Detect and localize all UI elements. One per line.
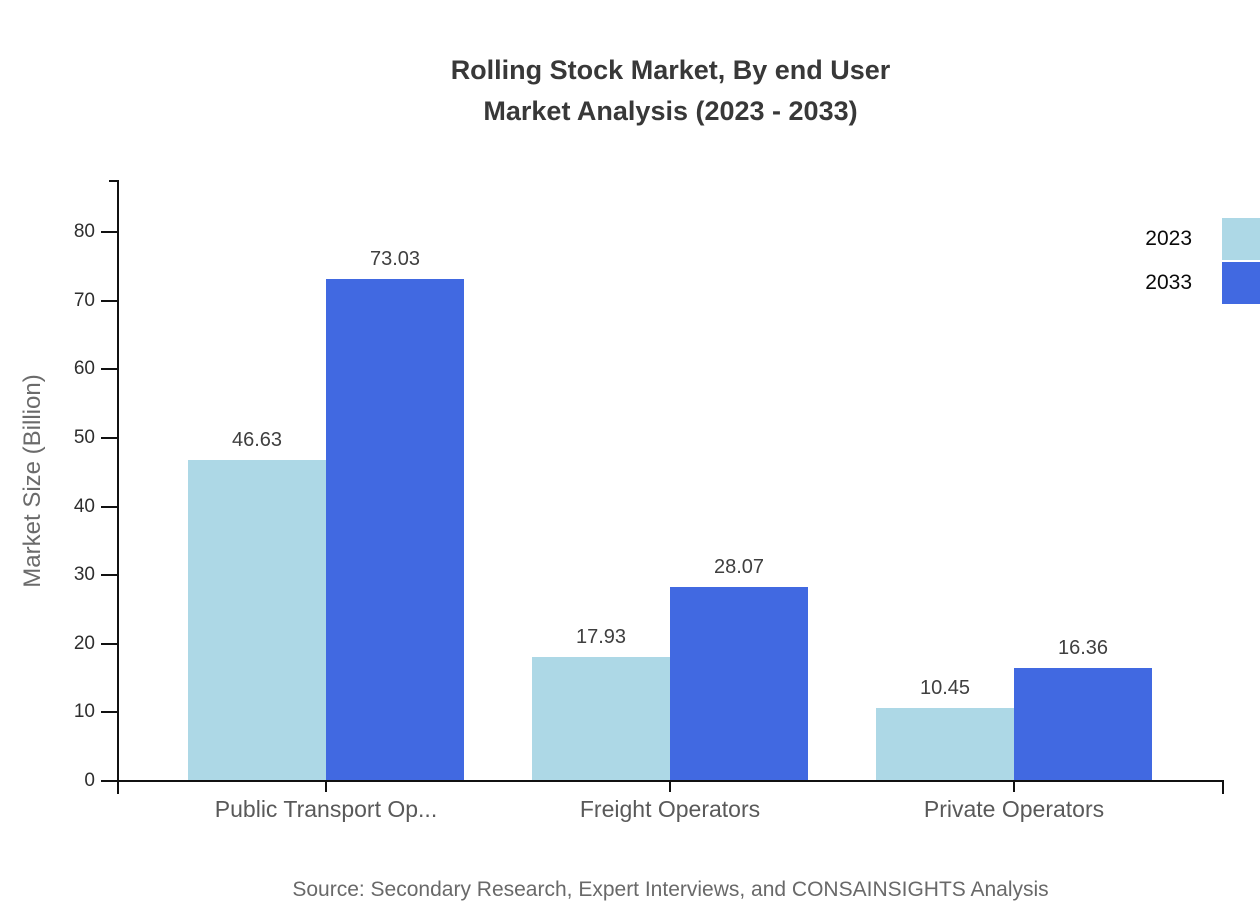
x-axis-label-freight-operators: Freight Operators	[579, 796, 761, 822]
value-label-2023-private-operators: 10.45	[919, 677, 971, 699]
y-axis-top-cap	[109, 180, 119, 182]
y-axis-tick-label: 60	[73, 358, 95, 380]
y-axis-tick	[101, 505, 117, 508]
chart-title-line-2: Market Analysis (2023 - 2033)	[483, 96, 858, 126]
legend-label-2023: 2023	[1145, 227, 1192, 250]
x-axis-tick	[669, 782, 671, 792]
y-axis-tick	[101, 299, 117, 302]
bar-2023-freight-operators	[532, 657, 670, 780]
value-label-2023-public-transport-op: 46.63	[231, 429, 283, 451]
y-axis-tick-label: 10	[73, 701, 95, 723]
y-axis-tick-label: 30	[73, 564, 95, 586]
legend-item-2033: 2033	[1145, 262, 1260, 304]
x-axis-end-tick	[117, 780, 119, 794]
y-axis-tick	[101, 231, 117, 233]
y-axis-tick	[101, 368, 117, 371]
value-label-2023-freight-operators: 17.93	[575, 626, 627, 648]
x-axis-label-public-transport-op: Public Transport Op...	[214, 796, 438, 822]
bar-2033-public-transport-op	[326, 279, 464, 780]
chart-title-line-1: Rolling Stock Market, By end User	[450, 55, 891, 85]
bar-2033-private-operators	[1014, 668, 1152, 780]
source-note: Source: Secondary Research, Expert Inter…	[292, 878, 1049, 901]
y-axis-tick	[101, 780, 117, 782]
legend-label-2033: 2033	[1145, 271, 1192, 294]
x-axis-line	[117, 780, 1222, 782]
chart-title: Rolling Stock Market, By end User Market…	[119, 50, 1222, 132]
legend-swatch-2023	[1222, 218, 1260, 260]
legend-swatch-2033	[1222, 262, 1260, 304]
y-axis-tick-label: 50	[73, 426, 95, 448]
y-axis-tick-label: 70	[73, 289, 95, 311]
legend: 2023 2033	[1145, 218, 1260, 306]
y-axis-tick	[101, 642, 117, 645]
y-axis-tick-label: 20	[73, 632, 95, 654]
y-axis-tick	[101, 711, 117, 714]
bar-2023-private-operators	[876, 708, 1014, 780]
value-label-2033-freight-operators: 28.07	[713, 556, 765, 578]
bar-2023-public-transport-op	[188, 460, 326, 780]
y-axis-tick-label: 40	[73, 495, 95, 517]
x-axis-tick	[1013, 782, 1015, 792]
legend-item-2023: 2023	[1145, 218, 1260, 260]
value-label-2033-public-transport-op: 73.03	[369, 248, 421, 270]
x-axis-label-private-operators: Private Operators	[923, 796, 1105, 822]
x-axis-tick	[325, 782, 327, 792]
y-axis-tick	[101, 574, 117, 577]
y-axis-line	[117, 180, 119, 794]
y-axis-tick-label: 0	[84, 770, 95, 791]
y-axis-tick-label: 80	[73, 221, 95, 242]
y-axis-title: Market Size (Billion)	[19, 374, 46, 588]
x-axis-end-tick	[1222, 780, 1224, 794]
value-label-2033-private-operators: 16.36	[1057, 637, 1109, 659]
bar-2033-freight-operators	[670, 587, 808, 780]
y-axis-tick	[101, 436, 117, 439]
plot-area: 0 10 20 30 40 50 60 70 80 Public Transport Op... 4…	[74, 180, 1224, 822]
